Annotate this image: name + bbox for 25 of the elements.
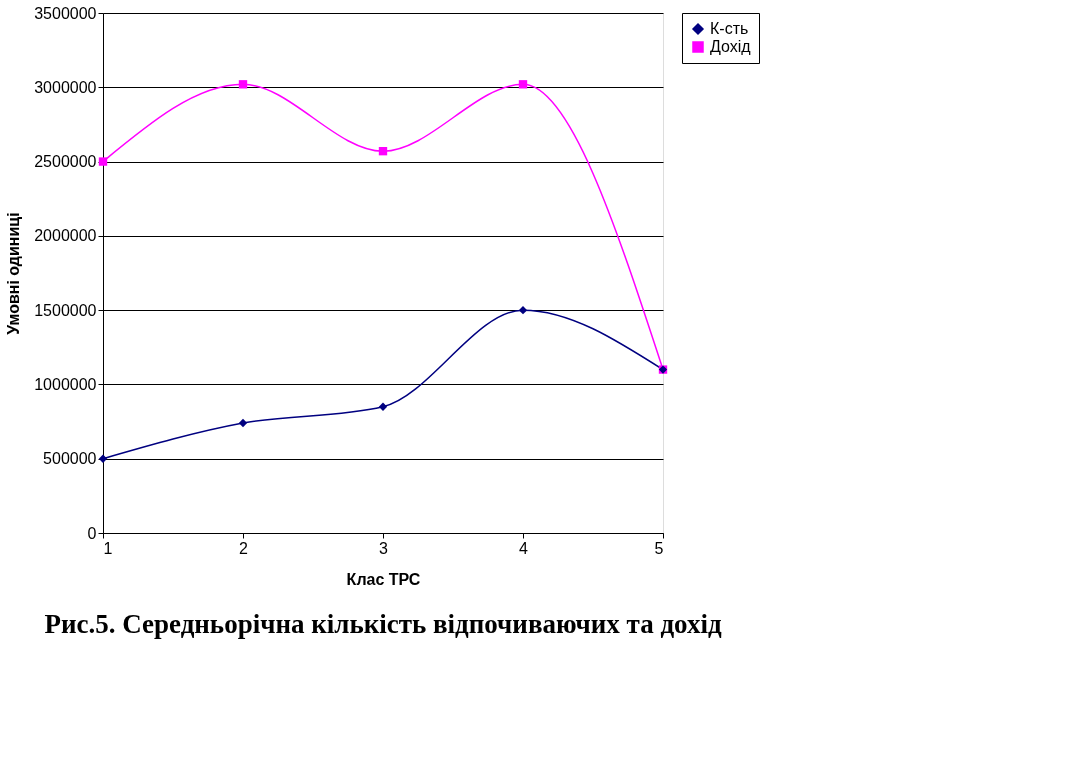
x-tick-label: 3 (379, 539, 389, 557)
y-tick-label: 500000 (43, 450, 97, 468)
y-tick-label: 1500000 (34, 301, 97, 319)
text: Рис.5. Середньорічна кількість відпочиваючих та дохід (44, 609, 722, 639)
x-tick-label: 4 (519, 539, 529, 557)
point (518, 305, 528, 315)
legend-label: Дохід (710, 38, 752, 55)
x-tick-label: 1 (103, 539, 113, 557)
x-tick-label: 2 (239, 539, 249, 557)
y-tick-label: 2000000 (34, 227, 97, 245)
y-tick-label: 0 (87, 524, 97, 542)
point (518, 80, 528, 89)
point (238, 418, 248, 428)
x-axis-title: Клас ТРС (346, 570, 421, 588)
y-tick-label: 3500000 (34, 4, 97, 22)
x-tick-label: 5 (654, 539, 664, 557)
point (378, 146, 388, 156)
y-tick-label: 3000000 (34, 78, 97, 96)
legend-label: К-сть (710, 20, 749, 37)
point (98, 157, 108, 166)
y-axis-title: Умовні одиниці (5, 212, 23, 335)
y-tick-label: 1000000 (34, 375, 97, 393)
y-tick-label: 2500000 (34, 153, 97, 171)
point (238, 80, 248, 89)
point (378, 402, 388, 411)
